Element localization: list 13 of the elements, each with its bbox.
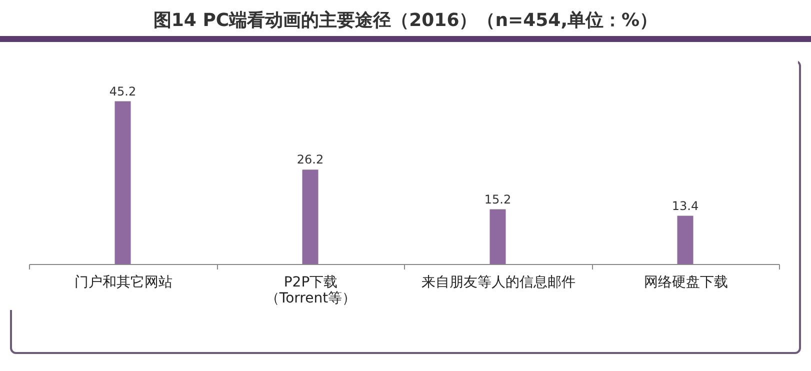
- data-label: 45.2: [109, 84, 136, 98]
- x-tick-label: P2P下载（Torrent等）: [265, 274, 356, 306]
- bar: [490, 209, 506, 264]
- data-label: 15.2: [484, 192, 512, 206]
- x-tick-label: 来自朋友等人的信息邮件: [421, 274, 576, 290]
- data-label: 26.2: [296, 152, 324, 167]
- x-tick-label: 网络硬盘下载: [644, 274, 728, 290]
- data-label: 13.4: [672, 198, 699, 213]
- chart-title: 图14 PC端看动画的主要途径（2016）（n=454,单位：%）: [152, 9, 659, 33]
- bar: [302, 170, 318, 264]
- bar: [677, 216, 694, 264]
- bar: [114, 101, 131, 264]
- x-tick-label: 门户和其它网站: [74, 274, 172, 290]
